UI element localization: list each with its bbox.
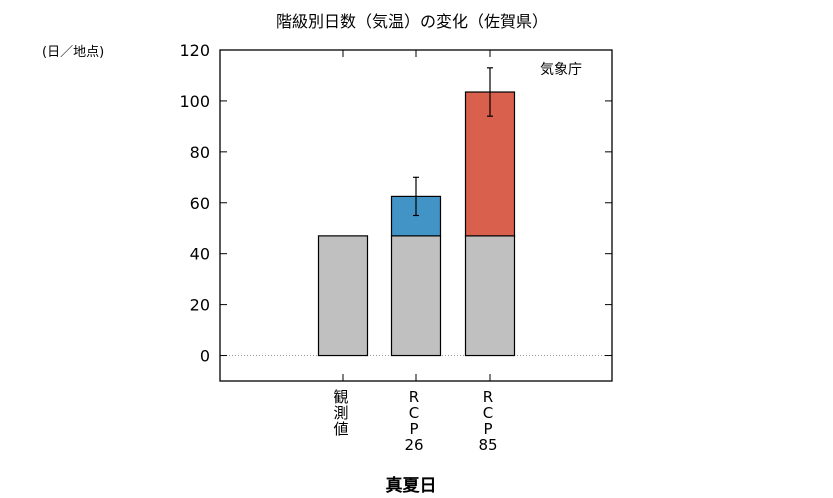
x-category-label: 26 xyxy=(404,436,423,454)
x-category-label: R xyxy=(409,388,419,406)
x-category-label: 値 xyxy=(333,420,348,438)
y-tick-label: 20 xyxy=(190,296,210,315)
bar-segment-observed xyxy=(317,235,369,357)
y-tick-label: 100 xyxy=(179,92,210,111)
plot-frame xyxy=(219,49,613,382)
bar-segment-observed xyxy=(390,235,442,357)
x-category-label: P xyxy=(483,420,492,438)
y-tick-label: 40 xyxy=(190,245,210,264)
x-category-label: P xyxy=(409,420,418,438)
chart-title: 階級別日数（気温）の変化（佐賀県） xyxy=(276,12,548,31)
x-category-label: C xyxy=(483,404,493,422)
x-category-label: 観 xyxy=(333,388,348,406)
y-tick-label: 120 xyxy=(179,41,210,60)
x-category-label: C xyxy=(409,404,419,422)
x-axis-label: 真夏日 xyxy=(386,475,437,496)
y-tick-label: 80 xyxy=(190,143,210,162)
source-label: 気象庁 xyxy=(540,62,582,78)
bar-segment-observed xyxy=(464,235,516,357)
x-category-label: 測 xyxy=(333,404,348,422)
x-category-label: 85 xyxy=(478,436,497,454)
y-tick-label: 60 xyxy=(190,194,210,213)
y-tick-label: 0 xyxy=(200,347,210,366)
x-category-label: R xyxy=(483,388,493,406)
y-axis-unit-label: (日／地点) xyxy=(42,45,104,60)
